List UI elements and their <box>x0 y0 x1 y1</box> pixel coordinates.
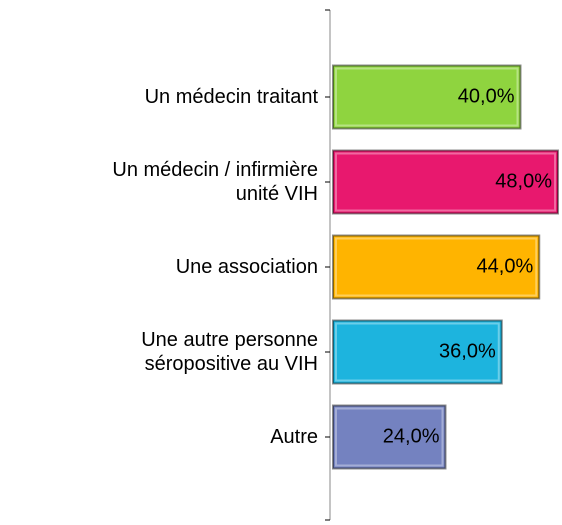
value-label: 36,0% <box>439 340 496 362</box>
category-label: Une association <box>175 256 318 278</box>
bar-bevel <box>335 322 500 382</box>
value-label: 40,0% <box>458 85 515 107</box>
bar <box>332 234 541 300</box>
value-label: 44,0% <box>477 255 534 277</box>
category-label: Un médecin traitant <box>144 86 318 108</box>
bar-bevel <box>335 152 556 212</box>
value-label: 48,0% <box>495 170 552 192</box>
bar <box>332 64 522 130</box>
bar <box>332 149 559 215</box>
value-label: 24,0% <box>383 425 440 447</box>
category-label: Autre <box>270 426 318 448</box>
bar <box>332 404 447 470</box>
bar-bevel <box>335 67 519 127</box>
bar-bevel <box>335 407 444 467</box>
bar <box>332 319 503 385</box>
bar-bevel <box>335 237 538 297</box>
category-label: Une autre personne séropositive au VIH <box>141 329 318 375</box>
category-label: Un médecin / infirmière unité VIH <box>112 159 318 205</box>
